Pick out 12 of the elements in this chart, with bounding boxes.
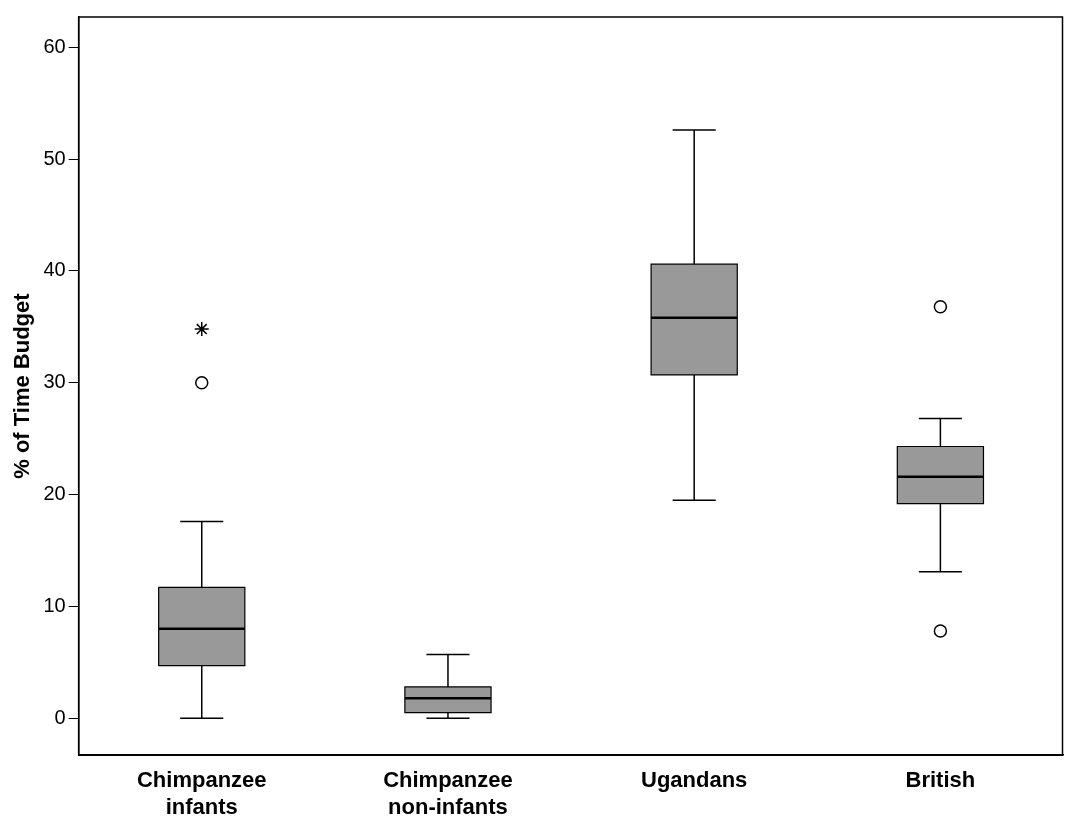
- y-tick-label: 10: [43, 593, 66, 616]
- x-tick-label: Chimpanzee non-infants: [383, 767, 513, 819]
- y-axis-title: % of Time Budget: [9, 292, 35, 479]
- x-tick-label: Ugandans: [641, 767, 748, 793]
- x-tick-label: Chimpanzee infants: [136, 767, 267, 819]
- y-tick-label: 50: [43, 146, 66, 169]
- y-tick-label: 40: [43, 258, 66, 281]
- y-tick-label: 30: [43, 370, 66, 393]
- y-tick-label: 20: [43, 482, 66, 505]
- y-tick-label: 0: [54, 705, 66, 728]
- y-tick-label: 60: [43, 34, 66, 57]
- x-tick-label: British: [905, 767, 976, 793]
